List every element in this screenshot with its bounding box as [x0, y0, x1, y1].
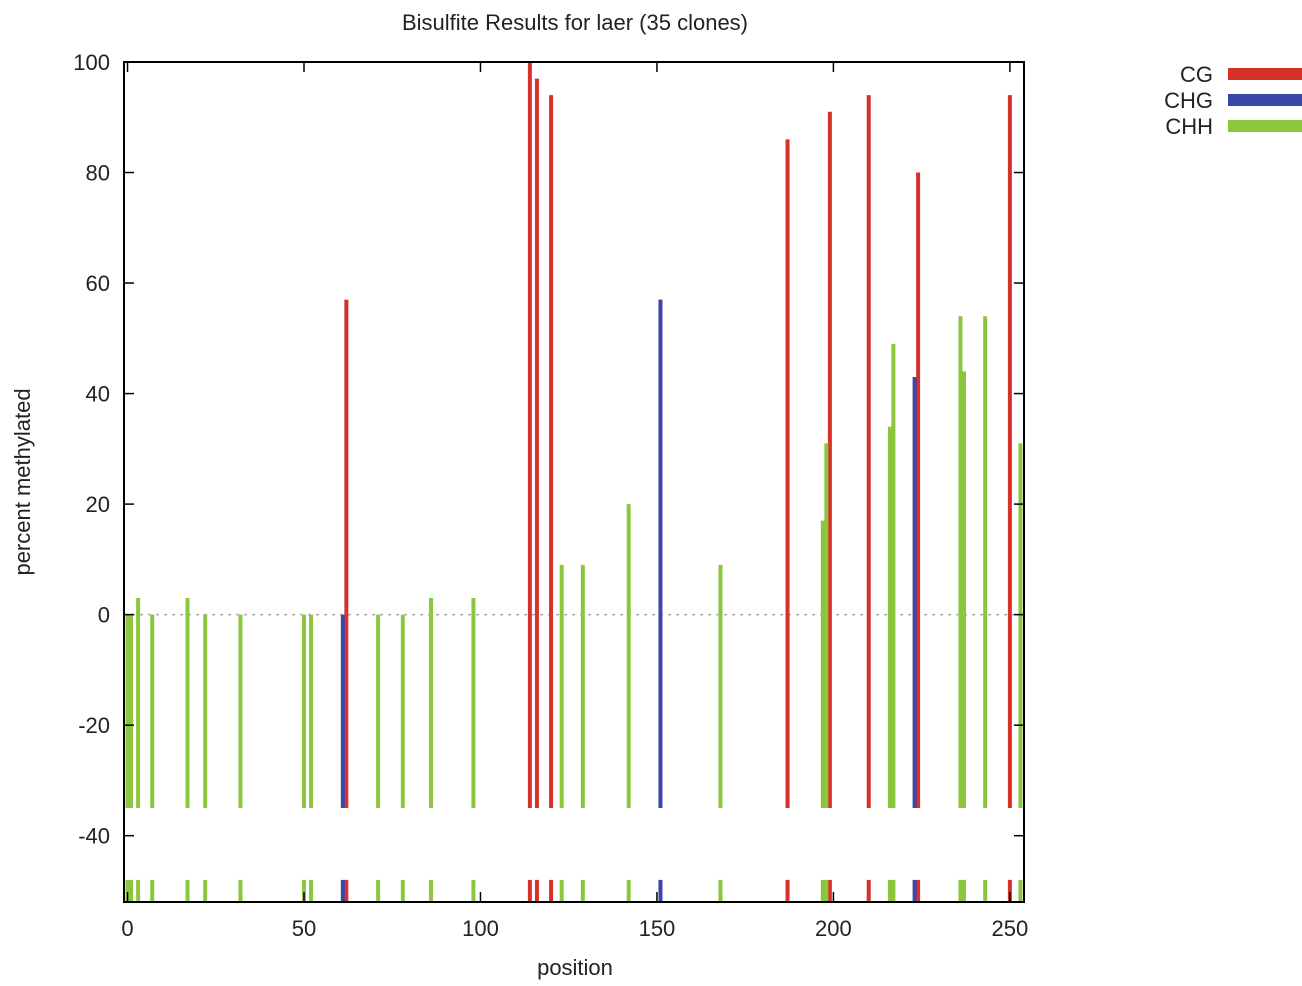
x-tick-label: 200: [815, 916, 852, 941]
plot-frame: [123, 61, 1025, 903]
x-tick-label: 150: [639, 916, 676, 941]
x-axis-label: position: [537, 955, 613, 980]
legend-label-cg: CG: [1180, 62, 1213, 87]
x-tick-label: 50: [292, 916, 316, 941]
bars-layer: [125, 62, 1023, 902]
y-tick-label: 40: [86, 382, 110, 407]
y-tick-label: 80: [86, 161, 110, 186]
y-tick-label: 0: [98, 603, 110, 628]
y-tick-label: 60: [86, 271, 110, 296]
y-tick-label: 20: [86, 492, 110, 517]
x-tick-label: 0: [121, 916, 133, 941]
legend-label-chh: CHH: [1165, 114, 1213, 139]
chart-title: Bisulfite Results for laer (35 clones): [402, 10, 748, 35]
legend-swatch-chg: [1228, 94, 1302, 106]
legend-label-chg: CHG: [1164, 88, 1213, 113]
y-tick-label: -20: [78, 713, 110, 738]
y-tick-label: 100: [73, 50, 110, 75]
x-tick-label: 100: [462, 916, 499, 941]
legend-swatch-cg: [1228, 68, 1302, 80]
y-tick-label: -40: [78, 824, 110, 849]
y-axis-label: percent methylated: [10, 388, 35, 575]
x-tick-label: 250: [992, 916, 1029, 941]
legend-swatch-chh: [1228, 120, 1302, 132]
